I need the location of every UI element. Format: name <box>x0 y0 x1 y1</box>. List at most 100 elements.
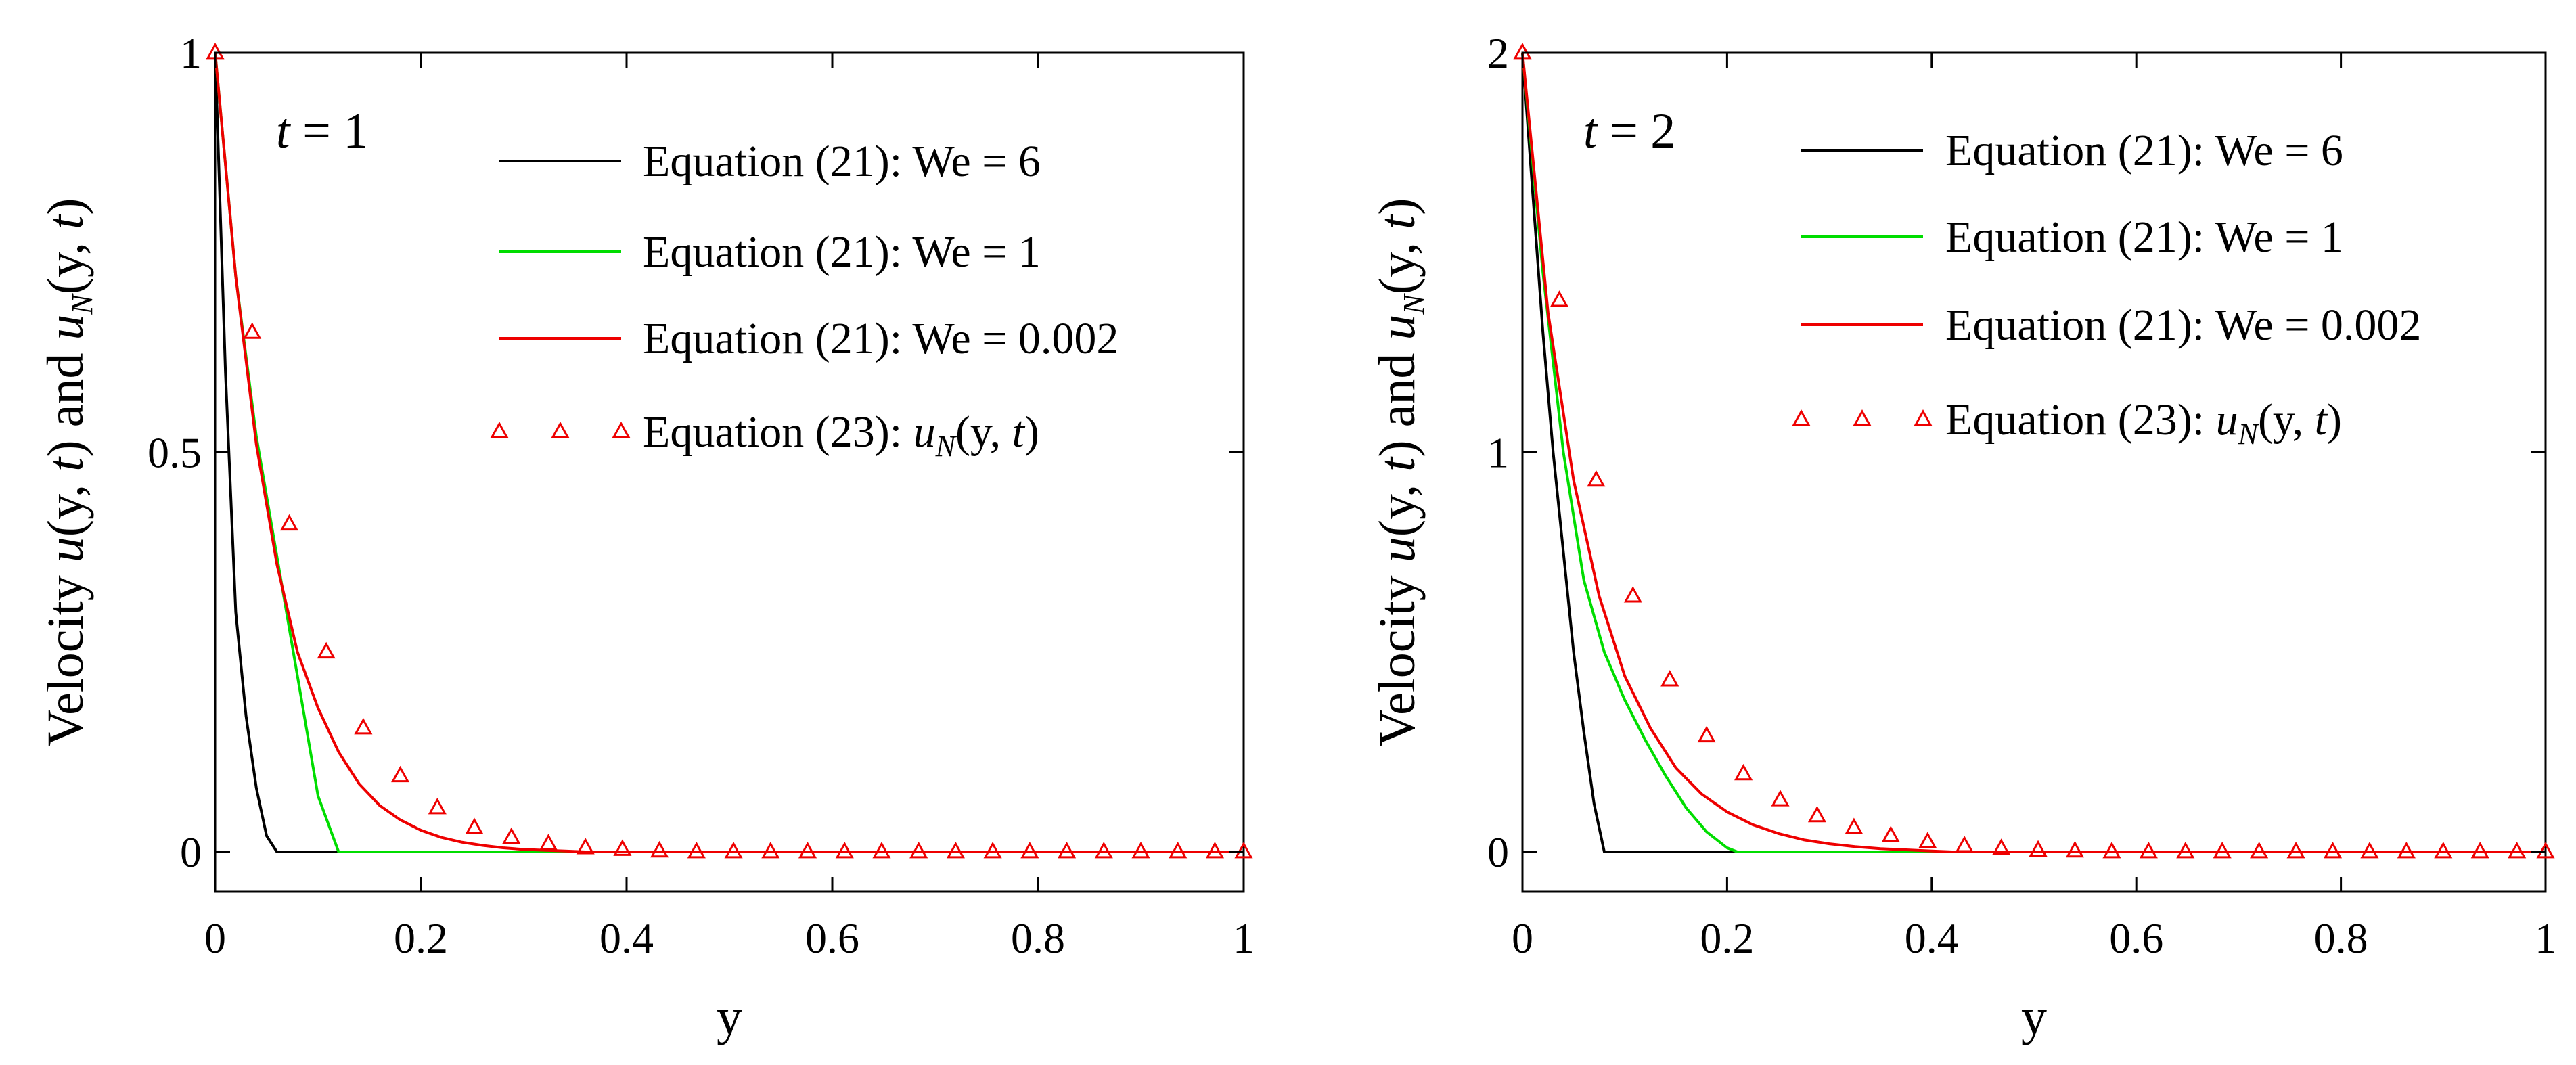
y-tick-label: 1 <box>1487 428 1509 476</box>
marker-point <box>724 841 743 859</box>
marker-point <box>2213 841 2232 859</box>
marker-point <box>2176 841 2195 859</box>
marker-point <box>1697 725 1716 743</box>
y-tick-label: 1 <box>180 29 202 77</box>
marker-point <box>243 322 262 339</box>
x-tick-label: 0.4 <box>1905 914 1959 962</box>
marker-point <box>1623 586 1642 603</box>
x-tick-label: 0.2 <box>394 914 448 962</box>
marker-point <box>1094 841 1113 859</box>
marker-point <box>1807 805 1827 823</box>
legend-marker <box>612 422 631 438</box>
y-tick-label: 0 <box>180 828 202 876</box>
plot-area-frame <box>1521 51 2547 893</box>
marker-point <box>2434 841 2453 859</box>
marker-point <box>2065 840 2085 858</box>
marker-point <box>835 841 854 859</box>
marker-point <box>279 514 298 531</box>
legend-label-markers: Equation (23): uN(y, t) <box>643 407 1039 463</box>
series-we6 <box>1521 52 2546 853</box>
legend-marker <box>1853 409 1872 426</box>
x-tick-label: 0.8 <box>1011 914 1065 962</box>
marker-point <box>798 841 817 859</box>
marker-point <box>1734 763 1753 781</box>
marker-point <box>2536 841 2555 859</box>
legend-marker <box>1914 409 1933 426</box>
marker-point <box>2250 841 2269 859</box>
marker-point <box>1020 841 1039 859</box>
marker-point <box>2470 841 2489 859</box>
x-tick-label: 0.6 <box>2109 914 2163 962</box>
y-tick-label: 0 <box>1487 828 1509 876</box>
marker-point <box>539 834 558 851</box>
marker-point <box>2029 840 2048 857</box>
marker-point <box>2323 841 2343 859</box>
y-axis-label-right: Velocity u(y, t) and uN(y, t) <box>1369 198 1430 747</box>
marker-point <box>983 841 1002 859</box>
chart-panel-left: 0 0.2 0.4 0.6 0.8 1 0 0.5 1 t = 1 Equation (21):… <box>37 29 1255 1045</box>
marker-point <box>1918 832 1937 848</box>
marker-point <box>761 841 780 859</box>
marker-point <box>2508 841 2527 859</box>
x-tick-label: 0.6 <box>805 914 859 962</box>
marker-point <box>1660 670 1679 687</box>
marker-point <box>2286 841 2305 859</box>
x-axis-label-right: y <box>2021 989 2047 1045</box>
marker-point <box>1205 841 1224 859</box>
x-tick-label: 1 <box>1233 914 1255 962</box>
marker-point <box>946 841 965 859</box>
x-tick-label: 0.4 <box>600 914 654 962</box>
legend-label-we0002: Equation (21): We = 0.002 <box>643 314 1118 363</box>
marker-point <box>502 827 521 844</box>
legend-marker <box>490 422 509 438</box>
legend-swatch-markers <box>490 422 631 438</box>
marker-point <box>1955 836 1974 853</box>
legend-label-we1: Equation (21): We = 1 <box>643 227 1041 277</box>
marker-point <box>1587 470 1606 487</box>
marker-point <box>650 840 669 858</box>
x-tick-label: 1 <box>2535 914 2556 962</box>
marker-point <box>1881 825 1900 842</box>
marker-point <box>2397 841 2416 859</box>
y-tick-label: 2 <box>1487 29 1509 77</box>
legend-label-we0002: Equation (21): We = 0.002 <box>1945 300 2421 350</box>
legend-swatch-markers <box>1792 409 1933 426</box>
time-label-left: t = 1 <box>276 104 368 159</box>
marker-point <box>613 839 632 856</box>
marker-point <box>2139 841 2158 859</box>
marker-point <box>872 841 891 859</box>
x-tick-label: 0 <box>204 914 226 962</box>
x-tick-label: 0 <box>1512 914 1533 962</box>
marker-point <box>317 641 336 659</box>
marker-point <box>1992 838 2011 855</box>
marker-point <box>1771 790 1790 807</box>
legend-left: Equation (21): We = 6 Equation (21): We … <box>490 137 1118 463</box>
y-axis-label-left: Velocity u(y, t) and uN(y, t) <box>37 198 99 747</box>
x-axis-label-left: y <box>717 989 742 1045</box>
legend-marker <box>551 422 570 438</box>
marker-point <box>1131 841 1150 859</box>
marker-point <box>428 798 447 815</box>
series-we1 <box>1521 52 2546 853</box>
x-tick-label: 0.8 <box>2314 914 2368 962</box>
chart-panel-right: 0 0.2 0.4 0.6 0.8 1 0 1 2 t = 2 Equation (21): W… <box>1369 29 2556 1045</box>
y-tick-label: 0.5 <box>148 428 202 476</box>
marker-point <box>354 717 373 735</box>
legend-right: Equation (21): We = 6 Equation (21): We … <box>1792 126 2421 451</box>
marker-point <box>1169 841 1188 859</box>
x-tick-label: 0.2 <box>1700 914 1754 962</box>
marker-point <box>2102 841 2121 859</box>
marker-point <box>687 841 706 859</box>
marker-point <box>465 817 484 834</box>
series-we0002 <box>1521 52 2546 853</box>
legend-label-markers: Equation (23): uN(y, t) <box>1945 395 2342 451</box>
marker-point <box>391 765 410 783</box>
legend-label-we1: Equation (21): We = 1 <box>1945 212 2343 262</box>
marker-point <box>1550 290 1568 307</box>
legend-marker <box>1792 409 1811 426</box>
marker-point <box>2360 841 2379 859</box>
marker-point <box>1845 817 1863 834</box>
time-label-right: t = 2 <box>1583 104 1675 159</box>
marker-point <box>576 838 595 855</box>
